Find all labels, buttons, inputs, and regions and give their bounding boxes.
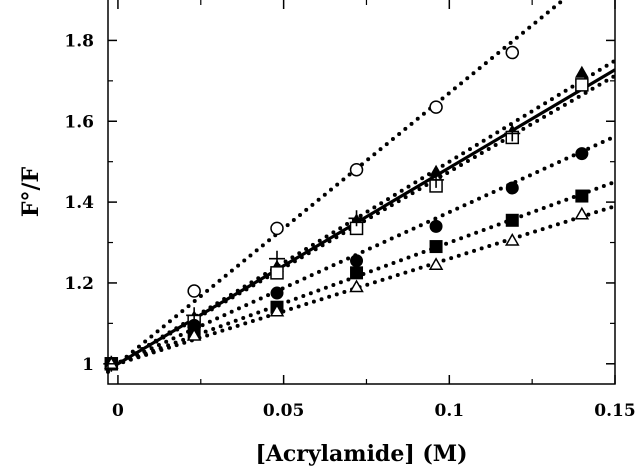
- point-plus: [348, 210, 365, 227]
- point-plus: [269, 250, 285, 267]
- point-open-triangle: [349, 279, 364, 293]
- fit-line-filled-circle: [106, 134, 617, 371]
- axis-ticks: 0 0.05 0.1 0.15 1 1.2 1.4 1.6 1.8: [64, 0, 636, 421]
- point-filled-circle: [505, 181, 519, 195]
- fit-line-plus: [107, 68, 616, 372]
- x-tick-label: 0.05: [263, 401, 304, 421]
- fit-lines: [106, 0, 617, 374]
- point-plus: [504, 125, 521, 142]
- y-tick-label: 1.8: [64, 31, 94, 51]
- point-filled-square: [429, 240, 443, 254]
- point-open-square: [270, 266, 284, 280]
- plot-frame: [107, 0, 616, 385]
- point-filled-square: [505, 213, 519, 227]
- point-filled-square: [575, 189, 589, 203]
- x-tick-label: 0.1: [435, 401, 465, 421]
- point-filled-square: [350, 266, 364, 280]
- data-points: [103, 45, 590, 372]
- point-filled-circle: [429, 219, 443, 233]
- point-open-triangle: [504, 232, 520, 246]
- point-open-square: [575, 78, 589, 92]
- point-filled-circle: [350, 254, 364, 268]
- fit-line-filled-triangle: [106, 58, 617, 372]
- point-open-triangle: [186, 327, 202, 341]
- point-plus: [428, 171, 445, 188]
- point-open-triangle: [428, 257, 444, 271]
- point-open-circle: [349, 163, 364, 177]
- point-open-circle: [187, 284, 201, 298]
- x-tick-label: 0.15: [594, 401, 635, 421]
- x-tick-label: 0: [112, 401, 124, 421]
- point-open-circle: [505, 45, 520, 60]
- y-axis-title: F°/F: [18, 166, 44, 217]
- point-open-triangle: [269, 303, 285, 317]
- fit-line-open-circle: [106, 0, 566, 374]
- point-open-triangle: [574, 206, 590, 220]
- point-open-circle: [270, 221, 284, 236]
- point-open-circle: [429, 100, 443, 114]
- point-filled-circle: [575, 147, 589, 161]
- y-tick-label: 1: [82, 355, 94, 375]
- y-tick-label: 1.6: [64, 112, 94, 132]
- y-tick-label: 1.2: [64, 274, 94, 294]
- x-axis-title: [Acrylamide] (M): [255, 441, 467, 467]
- point-filled-triangle: [575, 65, 589, 78]
- y-tick-label: 1.4: [64, 193, 94, 213]
- point-filled-circle: [270, 286, 284, 300]
